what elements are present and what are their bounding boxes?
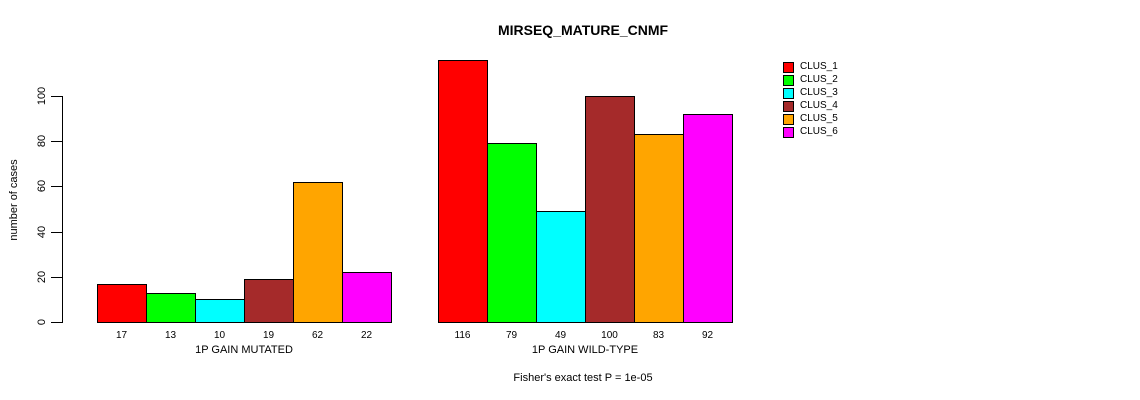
bar-value-label: 22	[360, 330, 373, 341]
x-group-label: 1P GAIN MUTATED	[195, 344, 293, 356]
legend-swatch-clus_2	[783, 75, 794, 86]
bar-clus_3	[195, 299, 245, 323]
chart-title: MIRSEQ_MATURE_CNMF	[497, 22, 669, 38]
legend-swatch-clus_4	[783, 101, 794, 112]
bar-value-label: 79	[505, 330, 518, 341]
y-tick-label: 20	[36, 270, 48, 283]
bar-clus_5	[634, 134, 684, 323]
bar-value-label: 17	[115, 330, 128, 341]
legend-swatch-clus_6	[783, 127, 794, 138]
x-group-label: 1P GAIN WILD-TYPE	[531, 344, 639, 356]
bar-clus_4	[244, 279, 294, 323]
legend-swatch-clus_1	[783, 62, 794, 73]
y-tick-label: 40	[36, 225, 48, 238]
y-tick-label: 100	[36, 86, 48, 106]
legend-label: CLUS_3	[800, 87, 838, 98]
bar-value-label: 49	[554, 330, 567, 341]
y-axis-line	[62, 96, 63, 323]
bar-value-label: 13	[164, 330, 177, 341]
bar-value-label: 83	[652, 330, 665, 341]
y-tick-mark	[51, 186, 62, 188]
y-tick-mark	[51, 141, 62, 143]
bar-clus_5	[293, 182, 343, 323]
legend-label: CLUS_5	[800, 113, 838, 124]
y-tick-label: 60	[36, 180, 48, 193]
bar-clus_4	[585, 96, 635, 323]
y-tick-label: 80	[36, 135, 48, 148]
y-tick-label: 0	[36, 318, 48, 326]
legend-label: CLUS_2	[800, 74, 838, 85]
legend-label: CLUS_6	[800, 126, 838, 137]
bar-value-label: 62	[311, 330, 324, 341]
bar-clus_6	[342, 272, 392, 323]
legend-label: CLUS_4	[800, 100, 838, 111]
bar-value-label: 10	[213, 330, 226, 341]
y-tick-mark	[51, 96, 62, 97]
bar-clus_6	[683, 114, 733, 323]
legend-label: CLUS_1	[800, 61, 838, 72]
y-tick-mark	[51, 322, 62, 323]
bar-clus_1	[97, 284, 147, 323]
legend-swatch-clus_3	[783, 88, 794, 99]
bar-value-label: 116	[454, 330, 471, 341]
bar-clus_2	[146, 293, 196, 323]
bar-clus_1	[438, 60, 488, 323]
bar-value-label: 92	[701, 330, 714, 341]
annotation-text: Fisher's exact test P = 1e-05	[513, 372, 653, 384]
y-tick-mark	[51, 276, 62, 278]
y-tick-mark	[51, 231, 62, 233]
bar-value-label: 100	[601, 330, 618, 341]
y-axis-label: number of cases	[8, 159, 20, 241]
bar-clus_3	[536, 211, 586, 323]
bar-value-label: 19	[262, 330, 275, 341]
bar-clus_2	[487, 143, 537, 323]
legend-swatch-clus_5	[783, 114, 794, 125]
